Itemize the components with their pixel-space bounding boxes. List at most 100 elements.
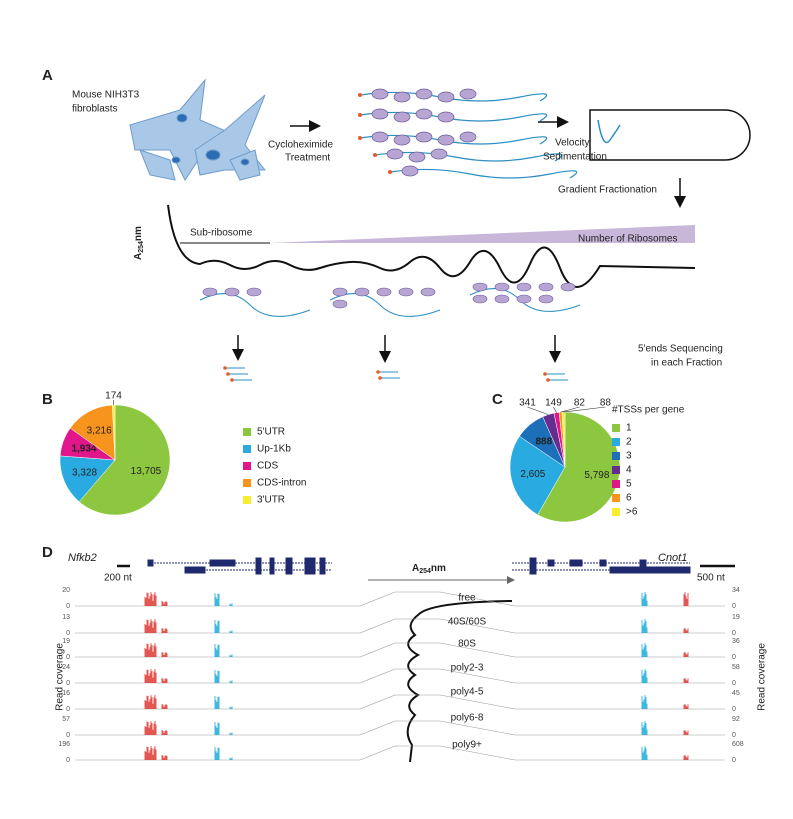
slice-label: 341: [519, 398, 536, 409]
fraction-name: poly2-3: [451, 663, 484, 674]
ribosome: [472, 294, 488, 304]
slice-label: 88: [600, 398, 612, 409]
ribosomes-label: Number of Ribosomes: [578, 234, 677, 245]
ribosome: [437, 111, 455, 123]
axis-min: 0: [66, 603, 70, 610]
legend-swatch: [612, 438, 620, 446]
cells: [129, 78, 267, 181]
fraction-name: poly4-5: [451, 687, 484, 698]
absorbance-base: A: [133, 253, 144, 260]
track-connector: [359, 720, 516, 736]
sedimentation-label: Sedimentation: [543, 152, 607, 163]
tube: [589, 109, 751, 161]
scale-label: 200 nt: [104, 573, 132, 584]
cap: [226, 372, 230, 376]
leader-line: [527, 406, 549, 415]
axis-min: 0: [732, 654, 736, 661]
ribosome: [376, 287, 392, 297]
slice-label: 3,328: [72, 467, 97, 478]
cap: [388, 170, 392, 174]
pie-charts: B 13,705 5'UTR 3,328 Up-1Kb 1,934 CDS 3,216 CDS-…: [42, 391, 685, 523]
legend-swatch: [243, 479, 251, 487]
ribosome: [393, 134, 411, 146]
ribosome: [415, 88, 433, 100]
legend-title: #TSSs per gene: [612, 405, 685, 416]
fraction-name: free: [458, 593, 476, 604]
axis-max: 24: [62, 664, 70, 671]
cap: [223, 366, 227, 370]
mrna: [329, 293, 441, 317]
ribosome: [408, 151, 426, 163]
legend-label: CDS: [257, 461, 278, 472]
gene-name: Cnot1: [658, 552, 687, 564]
absorbance-sub: 254: [138, 241, 145, 253]
ribosome: [538, 282, 554, 292]
track-connector: [359, 591, 516, 607]
axis-min: 0: [732, 680, 736, 687]
ribosome: [437, 91, 455, 103]
ribosome: [332, 299, 348, 309]
legend-label: 5: [626, 479, 632, 490]
cap: [546, 378, 550, 382]
legend-label: 6: [626, 493, 632, 504]
pie-slice: [78, 404, 171, 516]
slice-label: 174: [105, 391, 122, 402]
fractions: [232, 335, 561, 363]
ribosome: [354, 287, 370, 297]
cap: [376, 370, 380, 374]
panel-letter: B: [42, 391, 53, 408]
sequencing-label: in each Fraction: [651, 358, 722, 369]
axis-min: 0: [66, 630, 70, 637]
panel-letter: A: [42, 67, 53, 84]
track-connector: [359, 618, 516, 634]
absorbance-unit: nm: [431, 563, 446, 574]
mrna: [389, 168, 578, 179]
axis-min: 0: [732, 706, 736, 713]
fraction-name: poly9+: [452, 740, 482, 751]
ribosome: [516, 294, 532, 304]
axis-min: 0: [66, 680, 70, 687]
legend-swatch: [243, 462, 251, 470]
axis-min: 0: [66, 757, 70, 764]
cap: [358, 93, 362, 97]
slice-label: 13,705: [131, 466, 162, 477]
axis-max: 45: [732, 690, 740, 697]
cap: [358, 136, 362, 140]
fractionation-label: Gradient Fractionation: [558, 185, 657, 196]
tube-content: [597, 119, 621, 144]
ribosome: [371, 88, 389, 100]
slice-label: 5,798: [584, 470, 609, 481]
legend-swatch: [612, 424, 620, 432]
cells-label: Mouse NIH3T3: [72, 90, 140, 101]
treatment-label: Treatment: [285, 153, 330, 164]
fraction-name: 80S: [458, 639, 476, 650]
legend-swatch: [612, 508, 620, 516]
ribosome: [371, 108, 389, 120]
cells-label: fibroblasts: [72, 104, 118, 115]
ribosome: [538, 294, 554, 304]
ribosome: [371, 131, 389, 143]
sequencing-label: 5'ends Sequencing: [638, 344, 723, 355]
cap: [378, 376, 382, 380]
ribosome: [560, 282, 576, 292]
sedimentation-label: Velocity: [555, 138, 589, 149]
legend-label: 4: [626, 465, 632, 476]
slice-label: 2,605: [520, 469, 545, 480]
cap: [230, 378, 234, 382]
axis-label: Read coverage: [55, 643, 66, 711]
axis-max: 19: [732, 614, 740, 621]
axis-min: 0: [66, 706, 70, 713]
leader-line: [563, 406, 606, 413]
legend-swatch: [612, 452, 620, 460]
axis-min: 0: [66, 654, 70, 661]
absorbance-sub: 254: [419, 568, 431, 575]
pie-slice: [69, 404, 116, 461]
polysomes: [358, 88, 578, 179]
legend-label: 2: [626, 437, 632, 448]
axis-min: 0: [732, 757, 736, 764]
legend-label: Up-1Kb: [257, 444, 291, 455]
panel-letter: D: [42, 544, 53, 561]
ribosome: [494, 294, 510, 304]
ribosome: [472, 282, 488, 292]
cap: [358, 113, 362, 117]
